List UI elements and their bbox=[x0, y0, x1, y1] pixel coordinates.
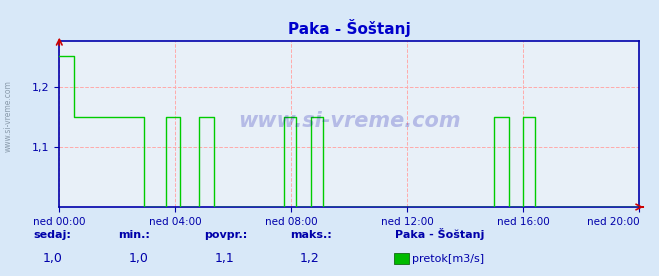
Text: 1,2: 1,2 bbox=[300, 252, 320, 265]
Text: www.si-vreme.com: www.si-vreme.com bbox=[3, 80, 13, 152]
Title: Paka - Šoštanj: Paka - Šoštanj bbox=[288, 19, 411, 38]
Text: www.si-vreme.com: www.si-vreme.com bbox=[238, 111, 461, 131]
Text: min.:: min.: bbox=[119, 230, 150, 240]
Text: sedaj:: sedaj: bbox=[33, 230, 71, 240]
Text: 1,0: 1,0 bbox=[129, 252, 148, 265]
Text: pretok[m3/s]: pretok[m3/s] bbox=[412, 254, 484, 264]
Text: 1,1: 1,1 bbox=[214, 252, 234, 265]
Text: povpr.:: povpr.: bbox=[204, 230, 248, 240]
Text: maks.:: maks.: bbox=[290, 230, 331, 240]
Text: 1,0: 1,0 bbox=[43, 252, 63, 265]
Text: Paka - Šoštanj: Paka - Šoštanj bbox=[395, 228, 485, 240]
